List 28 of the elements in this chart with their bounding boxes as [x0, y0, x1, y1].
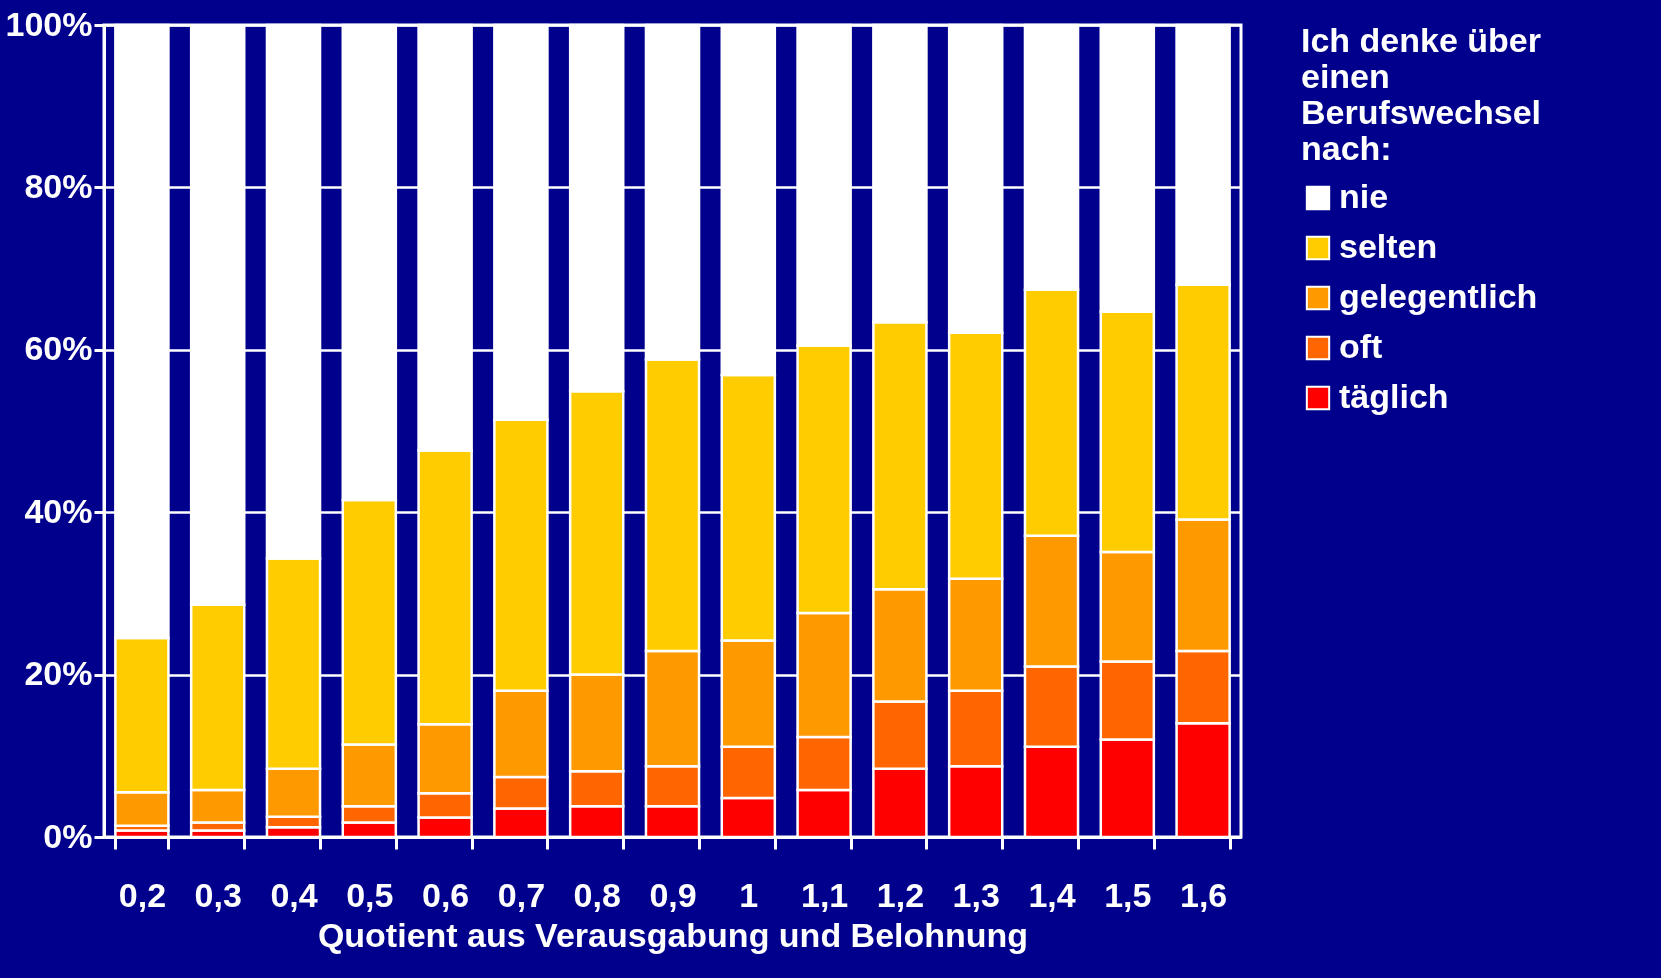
x-tick-label: 0,2	[118, 875, 167, 914]
x-tick-label: 0,7	[497, 875, 546, 914]
legend-label: selten	[1339, 227, 1438, 265]
y-tick-label: 80%	[24, 166, 93, 205]
x-tick-label: 1,1	[800, 875, 849, 914]
x-tick-label: 1,5	[1104, 875, 1152, 914]
y-tick-label: 100%	[5, 4, 93, 43]
x-tick-label: 1,4	[1028, 875, 1076, 914]
x-axis-title: Quotient aus Verausgabung und Belohnung	[317, 915, 1029, 954]
legend-label: gelegentlich	[1339, 277, 1538, 315]
x-tick-label: 0,3	[194, 875, 242, 914]
x-tick-label: 0,5	[346, 875, 394, 914]
y-tick-label: 60%	[24, 329, 93, 368]
legend-label: oft	[1339, 327, 1383, 365]
y-tick-label: 20%	[24, 654, 93, 693]
x-tick-label: 1	[739, 875, 759, 914]
x-tick-label: 1,6	[1179, 875, 1228, 914]
y-tick-label: 40%	[24, 491, 93, 530]
x-tick-label: 1,2	[876, 875, 925, 914]
legend-title: Ich denke über einen Berufswechsel nach:	[1301, 21, 1541, 167]
legend-label: nie	[1339, 177, 1389, 215]
x-tick-label: 0,9	[649, 875, 697, 914]
legend-label: täglich	[1339, 377, 1449, 415]
x-tick-label: 1,3	[952, 875, 1000, 914]
y-tick-label: 0%	[43, 816, 93, 855]
x-tick-label: 0,8	[573, 875, 621, 914]
x-tick-label: 0,6	[421, 875, 470, 914]
x-tick-label: 0,4	[270, 875, 318, 914]
